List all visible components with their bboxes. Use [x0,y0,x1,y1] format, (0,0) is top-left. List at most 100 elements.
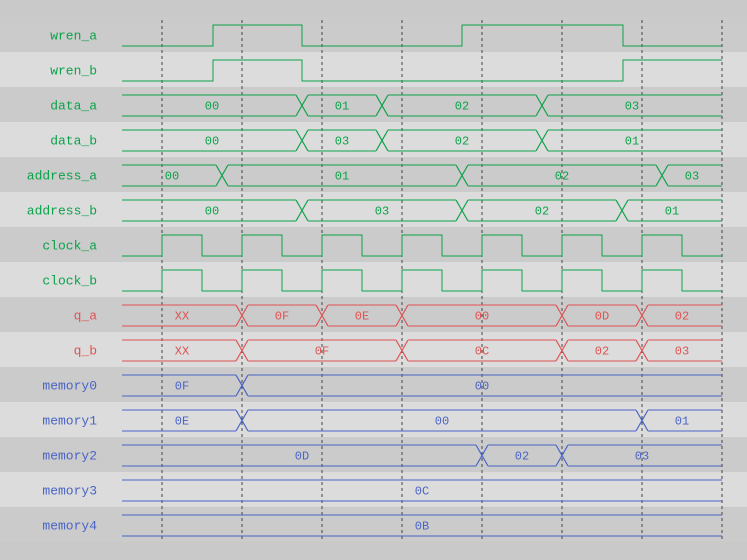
bus-crossover [535,94,549,117]
bus-crossover [375,94,389,117]
row-band-memory0 [0,367,747,402]
bus-value: 01 [625,135,639,149]
signal-label-memory4[interactable]: memory4 [42,519,97,534]
bus-crossover [395,304,409,327]
bus-value: 02 [535,205,549,219]
signal-label-memory1[interactable]: memory1 [42,414,97,429]
bus-crossover [295,94,309,117]
bus-segment-q_b [648,339,722,362]
bus-segment-memory1 [248,409,636,432]
bus-crossover [475,444,489,467]
bus-value: 01 [335,170,349,184]
bus-crossover [635,304,649,327]
row-band-q_a [0,297,747,332]
bus-value: 00 [165,170,179,184]
bus-value: 02 [555,170,569,184]
row-band-address_b [0,192,747,227]
bus-value: 03 [335,135,349,149]
bus-segment-address_a [668,164,722,187]
bus-segment-data_a [388,94,536,117]
bus-segment-memory3 [122,479,722,502]
bus-segment-q_b [248,339,396,362]
bus-segment-q_a [648,304,722,327]
waveform-clock_a [122,234,722,257]
bus-segment-q_b [408,339,556,362]
bus-crossover [235,304,249,327]
bus-crossover [315,304,329,327]
row-band-memory4 [0,507,747,542]
bus-segment-data_b [388,129,536,152]
signal-label-clock_a[interactable]: clock_a [42,239,97,254]
bus-segment-q_a [122,304,236,327]
bus-value: 0D [295,450,309,464]
waveform-wren_b [122,59,722,82]
bus-value: 03 [375,205,389,219]
row-band-wren_b [0,52,747,87]
signal-label-clock_b[interactable]: clock_b [42,274,97,289]
signal-label-memory2[interactable]: memory2 [42,449,97,464]
signal-label-address_a[interactable]: address_a [27,169,97,184]
bus-crossover [535,129,549,152]
waveform-clock_b [122,269,722,292]
row-band-memory3 [0,472,747,507]
bus-crossover [235,409,249,432]
row-band-wren_a [0,17,747,52]
bus-value: 02 [455,135,469,149]
row-band-address_a [0,157,747,192]
bus-value: 03 [675,345,689,359]
bus-segment-q_a [408,304,556,327]
bus-crossover [395,339,409,362]
bus-segment-address_b [308,199,456,222]
waveform-wren_a [122,24,722,47]
bus-crossover [295,129,309,152]
bus-segment-data_b [548,129,722,152]
row-band-memory1 [0,402,747,437]
bus-value: 00 [205,205,219,219]
bus-value: 03 [685,170,699,184]
bus-segment-address_b [628,199,722,222]
bus-segment-memory2 [488,444,556,467]
bus-value: 02 [595,345,609,359]
bus-segment-address_b [468,199,616,222]
bus-segment-memory2 [568,444,722,467]
bus-segment-q_b [568,339,636,362]
bus-value: XX [175,310,189,324]
signal-label-wren_a[interactable]: wren_a [50,29,97,44]
bus-value: 00 [475,380,489,394]
bus-segment-address_a [468,164,656,187]
bus-segment-q_b [122,339,236,362]
signal-label-address_b[interactable]: address_b [27,204,97,219]
bus-segment-address_b [122,199,296,222]
bus-value: XX [175,345,189,359]
signal-label-q_b[interactable]: q_b [74,344,97,359]
bus-segment-memory4 [122,514,722,537]
signal-label-q_a[interactable]: q_a [74,309,98,324]
bus-segment-data_b [308,129,376,152]
bus-crossover [555,339,569,362]
bus-value: 02 [675,310,689,324]
bus-value: 0E [175,415,189,429]
bus-value: 0D [595,310,609,324]
signal-label-data_a[interactable]: data_a [50,99,97,114]
bus-segment-memory0 [248,374,722,397]
signal-label-wren_b[interactable]: wren_b [50,64,97,79]
bus-crossover [455,164,469,187]
signal-label-memory3[interactable]: memory3 [42,484,97,499]
bus-segment-memory2 [122,444,476,467]
bus-segment-data_a [308,94,376,117]
bus-value: 00 [205,100,219,114]
bus-crossover [235,374,249,397]
bus-crossover [635,409,649,432]
bus-value: 0F [315,345,329,359]
bus-value: 03 [625,100,639,114]
bus-value: 02 [515,450,529,464]
signal-label-memory0[interactable]: memory0 [42,379,97,394]
bus-segment-data_b [122,129,296,152]
bus-segment-memory1 [648,409,722,432]
bus-segment-q_a [328,304,396,327]
signal-label-data_b[interactable]: data_b [50,134,97,149]
bus-segment-q_a [568,304,636,327]
bus-crossover [555,444,569,467]
bus-value: 0C [475,345,489,359]
